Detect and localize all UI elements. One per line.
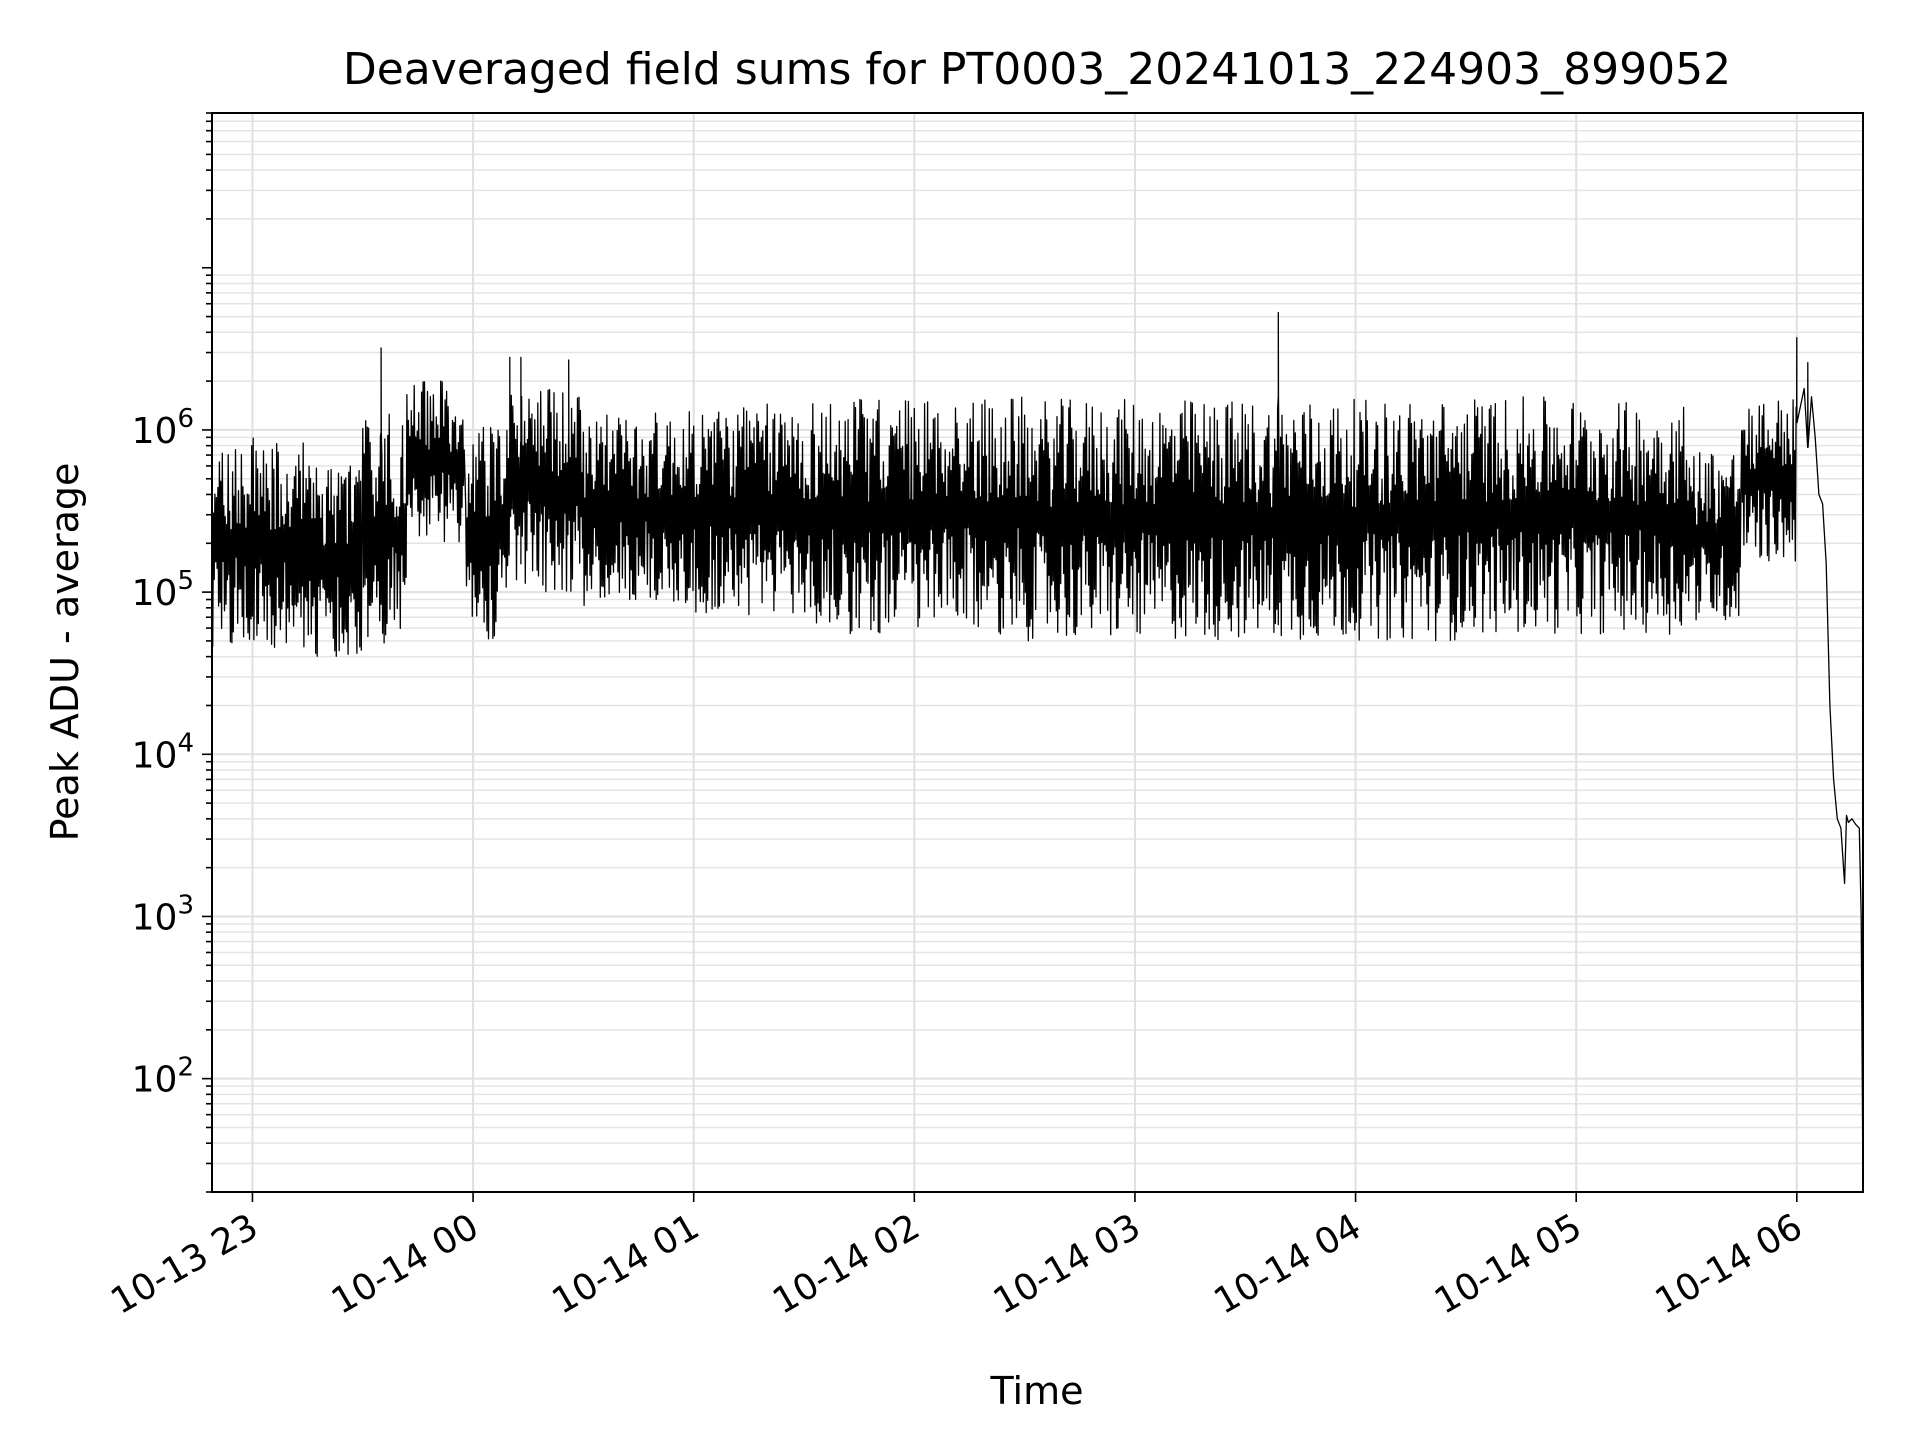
y-tick-label: 104 (132, 728, 194, 776)
y-tick-label: 103 (132, 890, 194, 938)
major-gridlines (212, 113, 1863, 1192)
axes-frame (211, 112, 1864, 1193)
y-tick-label: 105 (132, 566, 194, 614)
minor-gridlines (212, 112, 1863, 1193)
x-axis-label: Time (990, 1369, 1084, 1413)
y-axis-label: Peak ADU - average (43, 463, 87, 842)
series-line (211, 311, 1864, 1193)
y-tick-label: 106 (132, 404, 194, 452)
y-tick-label: 102 (132, 1053, 194, 1101)
plot-area (211, 311, 1864, 1193)
y-axis-ticks: 102 103 104 105 106 (132, 112, 212, 1193)
chart-title: Deaveraged field sums for PT0003_2024101… (343, 44, 1731, 95)
